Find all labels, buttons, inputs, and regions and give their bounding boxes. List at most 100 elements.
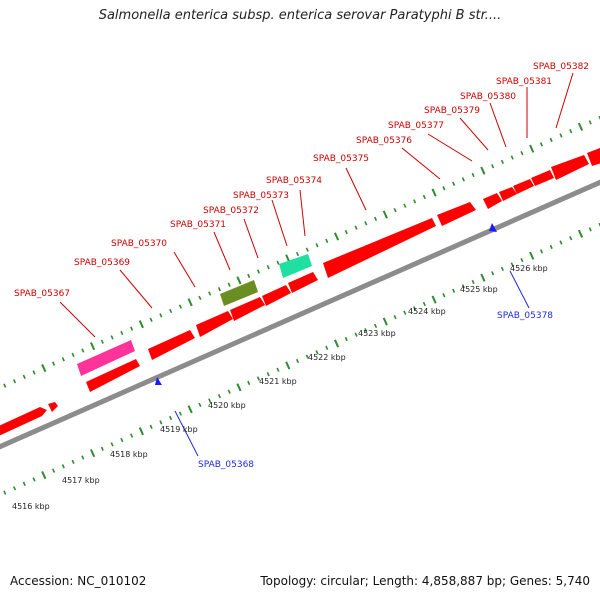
gene-label[interactable]: SPAB_05375 bbox=[313, 154, 369, 164]
organism-title: Salmonella enterica subsp. enterica sero… bbox=[98, 8, 502, 23]
minor-tick bbox=[364, 328, 368, 333]
gene-label[interactable]: SPAB_05369 bbox=[74, 258, 130, 268]
major-tick bbox=[577, 229, 584, 238]
minor-tick bbox=[500, 266, 504, 272]
minor-tick bbox=[266, 265, 270, 270]
minor-tick bbox=[71, 459, 75, 465]
tail-arrow-icon bbox=[489, 223, 497, 232]
gene-label[interactable]: SPAB_05381 bbox=[496, 77, 552, 87]
major-tick bbox=[382, 317, 388, 326]
minor-tick bbox=[452, 181, 456, 186]
major-tick bbox=[90, 449, 96, 458]
gene-label[interactable]: SPAB_05380 bbox=[460, 92, 516, 102]
major-tick bbox=[333, 339, 340, 348]
minor-tick bbox=[178, 411, 182, 416]
major-tick bbox=[382, 210, 388, 219]
gene-label[interactable]: SPAB_05378 bbox=[497, 311, 553, 321]
major-tick bbox=[236, 383, 242, 392]
teal-feature[interactable] bbox=[279, 254, 312, 278]
accession-text: Accession: NC_010102 bbox=[10, 574, 147, 588]
minor-tick bbox=[178, 304, 182, 309]
major-tick bbox=[431, 188, 437, 197]
minor-tick bbox=[149, 424, 153, 429]
minor-tick bbox=[491, 164, 495, 169]
gene-label[interactable]: SPAB_05379 bbox=[424, 106, 480, 116]
minor-tick bbox=[51, 468, 56, 473]
minor-tick bbox=[588, 227, 592, 232]
minor-tick bbox=[12, 486, 17, 491]
kbp-label: 4521 kbp bbox=[259, 377, 297, 386]
minor-tick bbox=[81, 348, 85, 353]
minor-tick bbox=[71, 352, 75, 358]
cds-feature[interactable] bbox=[288, 272, 318, 293]
minor-tick bbox=[149, 317, 153, 322]
major-tick bbox=[529, 144, 535, 153]
cds-feature[interactable] bbox=[513, 179, 534, 194]
gene-label[interactable]: SPAB_05367 bbox=[14, 289, 70, 299]
cds-feature[interactable] bbox=[230, 297, 265, 321]
cds-feature[interactable] bbox=[86, 359, 140, 392]
cds-feature[interactable] bbox=[148, 330, 195, 360]
kbp-label: 4523 kbp bbox=[358, 329, 396, 338]
cds-feature[interactable] bbox=[587, 146, 600, 166]
major-tick bbox=[236, 276, 242, 285]
major-tick bbox=[187, 298, 193, 307]
cds-feature[interactable] bbox=[551, 155, 589, 180]
kbp-label: 4517 kbp bbox=[62, 476, 100, 485]
bottom-gene-labels: SPAB_05368 SPAB_05378 bbox=[198, 311, 553, 470]
cds-feature[interactable] bbox=[483, 193, 502, 209]
major-tick bbox=[90, 342, 96, 351]
gene-label[interactable]: SPAB_05382 bbox=[533, 62, 589, 72]
minor-tick bbox=[120, 330, 124, 336]
gene-label[interactable]: SPAB_05368 bbox=[198, 460, 254, 470]
cds-feature[interactable] bbox=[437, 202, 476, 226]
kbp-label: 4519 kbp bbox=[160, 425, 198, 434]
kbp-label: 4522 kbp bbox=[308, 353, 346, 362]
cds-feature[interactable] bbox=[323, 218, 436, 278]
gene-label[interactable]: SPAB_05372 bbox=[203, 206, 259, 216]
minor-tick bbox=[247, 273, 251, 279]
gene-label[interactable]: SPAB_05373 bbox=[233, 191, 289, 201]
minor-tick bbox=[461, 284, 465, 289]
cds-feature[interactable] bbox=[196, 311, 233, 337]
cds-feature[interactable] bbox=[262, 285, 291, 306]
cds-feature[interactable] bbox=[499, 187, 517, 201]
minor-tick bbox=[325, 345, 329, 350]
major-tick bbox=[285, 361, 291, 370]
minor-tick bbox=[100, 446, 104, 451]
lower-tick-row bbox=[3, 222, 600, 495]
major-tick bbox=[187, 405, 193, 414]
minor-tick bbox=[452, 288, 456, 293]
minor-tick bbox=[520, 257, 524, 263]
gene-label[interactable]: SPAB_05370 bbox=[111, 239, 167, 249]
kbp-label: 4526 kbp bbox=[510, 264, 548, 273]
minor-tick bbox=[22, 374, 26, 379]
minor-tick bbox=[520, 150, 524, 156]
minor-tick bbox=[227, 389, 231, 394]
bottom-leader-lines bbox=[174, 270, 530, 457]
minor-tick bbox=[276, 367, 280, 372]
rna-feature[interactable] bbox=[77, 340, 135, 376]
kbp-label: 4520 kbp bbox=[208, 401, 246, 410]
green-feature[interactable] bbox=[220, 280, 258, 306]
minor-tick bbox=[12, 379, 17, 384]
major-tick bbox=[480, 166, 486, 175]
gene-label[interactable]: SPAB_05377 bbox=[388, 121, 444, 131]
minor-tick bbox=[276, 260, 280, 265]
cds-feature[interactable] bbox=[0, 407, 47, 440]
minor-tick bbox=[3, 490, 7, 495]
minor-tick bbox=[61, 464, 65, 469]
kbp-label: 4525 kbp bbox=[460, 285, 498, 294]
minor-tick bbox=[422, 194, 426, 200]
genome-summary-text: Topology: circular; Length: 4,858,887 bp… bbox=[260, 574, 590, 588]
cds-feature[interactable] bbox=[48, 402, 58, 412]
cds-feature[interactable] bbox=[531, 170, 554, 186]
minor-tick bbox=[256, 269, 261, 274]
gene-label[interactable]: SPAB_05374 bbox=[266, 176, 322, 186]
gene-label[interactable]: SPAB_05376 bbox=[356, 136, 412, 146]
minor-tick bbox=[569, 236, 573, 241]
coordinate-labels: 4516 kbp 4517 kbp 4518 kbp 4519 kbp 4520… bbox=[12, 264, 548, 511]
gene-label[interactable]: SPAB_05371 bbox=[170, 220, 226, 230]
minor-tick bbox=[549, 244, 553, 250]
